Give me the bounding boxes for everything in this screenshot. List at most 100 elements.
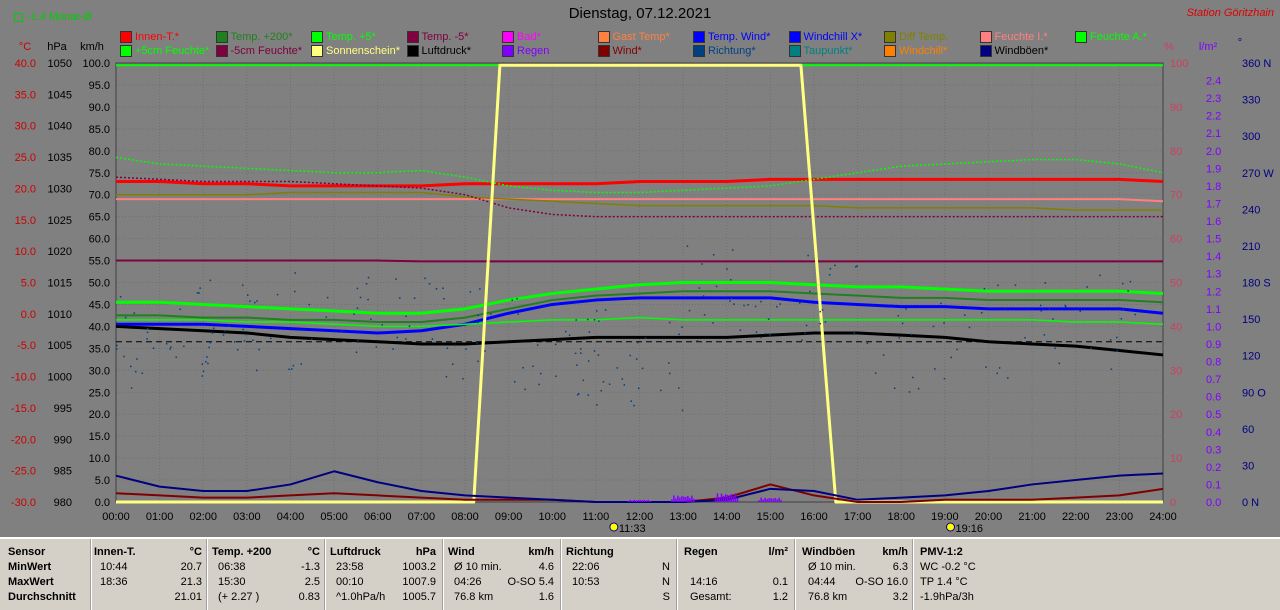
legend-item[interactable]: Windchill*: [884, 45, 947, 57]
direction-point: [630, 400, 632, 402]
legend-item[interactable]: Temp. -5*: [406, 31, 469, 43]
rain-axis-label: 2.1: [1206, 128, 1221, 140]
direction-point: [146, 327, 149, 330]
direction-point: [170, 346, 172, 348]
direction-point: [405, 315, 407, 318]
direction-point: [179, 308, 181, 311]
legend-item[interactable]: Taupunkt*: [788, 45, 852, 57]
legend-item[interactable]: Feuchte I.*: [979, 31, 1048, 43]
legend-item[interactable]: Windböen*: [979, 45, 1048, 57]
direction-point: [1120, 318, 1123, 320]
direction-point: [514, 380, 516, 383]
stats-column-richtung: Richtung 22:06 N 10:53 N S: [566, 545, 670, 605]
month-average-checkbox-icon[interactable]: [14, 12, 23, 22]
direction-point: [311, 338, 313, 340]
time-axis-label: 08:00: [451, 511, 479, 523]
rain-axis-label: 0.2: [1206, 462, 1221, 474]
kmh-axis-label: 30.0: [89, 365, 110, 377]
dir-axis-label: 180 S: [1242, 278, 1271, 290]
direction-point: [983, 287, 986, 290]
kmh-unit: km/h: [80, 41, 104, 53]
rain-bar: [687, 495, 689, 502]
direction-point: [568, 334, 571, 336]
weather-chart: °C hPa km/h% l/m² °40.035.030.025.020.015.01…: [11, 37, 1274, 535]
stats-separator: [90, 539, 92, 610]
legend-item[interactable]: Temp. Wind*: [693, 31, 770, 43]
legend-item[interactable]: Regen: [502, 45, 549, 57]
rain-bar: [641, 500, 643, 502]
direction-point: [477, 321, 479, 324]
direction-point: [801, 339, 803, 341]
rain-bar: [726, 494, 729, 502]
direction-point: [829, 268, 832, 270]
direction-point: [445, 375, 448, 378]
direction-point: [576, 364, 578, 366]
direction-point: [623, 384, 626, 386]
dir-axis-label: 330: [1242, 95, 1260, 107]
direction-point: [205, 360, 207, 363]
legend-item[interactable]: Temp. +5*: [311, 31, 376, 43]
rain-axis-label: 0.3: [1206, 444, 1221, 456]
month-average-label: -1.4 Monat-Ø: [27, 11, 92, 23]
legend-item[interactable]: +5cm Feuchte*: [120, 45, 209, 57]
direction-point: [196, 292, 199, 294]
legend-item[interactable]: Gast Temp*: [597, 31, 670, 43]
legend-item[interactable]: Richtung*: [693, 45, 756, 57]
temp-axis-label: 0.0: [21, 309, 36, 321]
dir-axis-label: 120: [1242, 351, 1260, 363]
stats-row: 04:44 O-SO 16.0: [808, 576, 908, 588]
direction-point: [413, 297, 416, 299]
pct-axis-label: 10: [1170, 453, 1182, 465]
station-name: Station Göritzhain: [1186, 7, 1274, 19]
direction-point: [116, 344, 118, 347]
legend-item[interactable]: Luftdruck*: [406, 45, 471, 57]
legend-swatch-icon: [502, 31, 514, 43]
temp-axis-label: 25.0: [15, 152, 36, 164]
legend-swatch-icon: [788, 45, 801, 57]
legend-item[interactable]: Diff Temp.: [884, 31, 948, 43]
rain-axis-label: 1.8: [1206, 181, 1221, 193]
direction-point: [392, 348, 394, 350]
stats-header: Richtung: [566, 546, 614, 558]
direction-point: [1122, 308, 1125, 311]
direction-point: [1040, 310, 1042, 312]
rain-bar: [736, 497, 739, 502]
direction-point: [598, 320, 600, 322]
rain-bar: [778, 497, 780, 502]
temp-unit: °C: [19, 41, 31, 53]
direction-point: [621, 378, 624, 380]
temp-axis-label: -5.0: [17, 340, 36, 352]
legend-item[interactable]: -5cm Feuchte*: [215, 45, 302, 57]
direction-point: [424, 277, 426, 280]
direction-point: [395, 278, 397, 280]
legend-item[interactable]: Innen-T.*: [120, 31, 179, 43]
legend-item[interactable]: Wind*: [597, 45, 642, 57]
kmh-axis-label: 0.0: [95, 497, 110, 509]
direction-point: [574, 352, 577, 355]
rain-bar: [770, 498, 772, 502]
direction-point: [629, 354, 631, 357]
rain-axis-label: 2.3: [1206, 93, 1221, 105]
direction-point: [809, 290, 811, 293]
pct-axis-label: 30: [1170, 365, 1182, 377]
kmh-axis-label: 60.0: [89, 234, 110, 246]
direction-point: [821, 309, 824, 311]
rain-bar: [635, 500, 637, 502]
direction-point: [175, 356, 177, 358]
rain-axis-label: 0.4: [1206, 427, 1221, 439]
legend-item[interactable]: Windchill X*: [788, 31, 862, 43]
legend-item[interactable]: Sonnenschein*: [311, 45, 400, 57]
direction-point: [908, 391, 911, 393]
legend-item[interactable]: Bad*: [502, 31, 541, 43]
direction-point: [703, 314, 706, 316]
legend-item[interactable]: Temp. +200*: [215, 31, 293, 43]
direction-point: [819, 322, 822, 325]
legend-item[interactable]: Feuchte A.*: [1075, 31, 1147, 43]
series-line: [116, 290, 1164, 324]
direction-point: [950, 356, 952, 359]
direction-point: [587, 318, 589, 321]
sunset: 19:16: [946, 522, 983, 535]
hpa-axis: 1050 1045 1040 1035 1030 1025 1020 1015 1010 1005…: [48, 58, 72, 509]
sunset-icon: [946, 522, 956, 532]
hpa-axis-label: 1020: [48, 246, 72, 258]
